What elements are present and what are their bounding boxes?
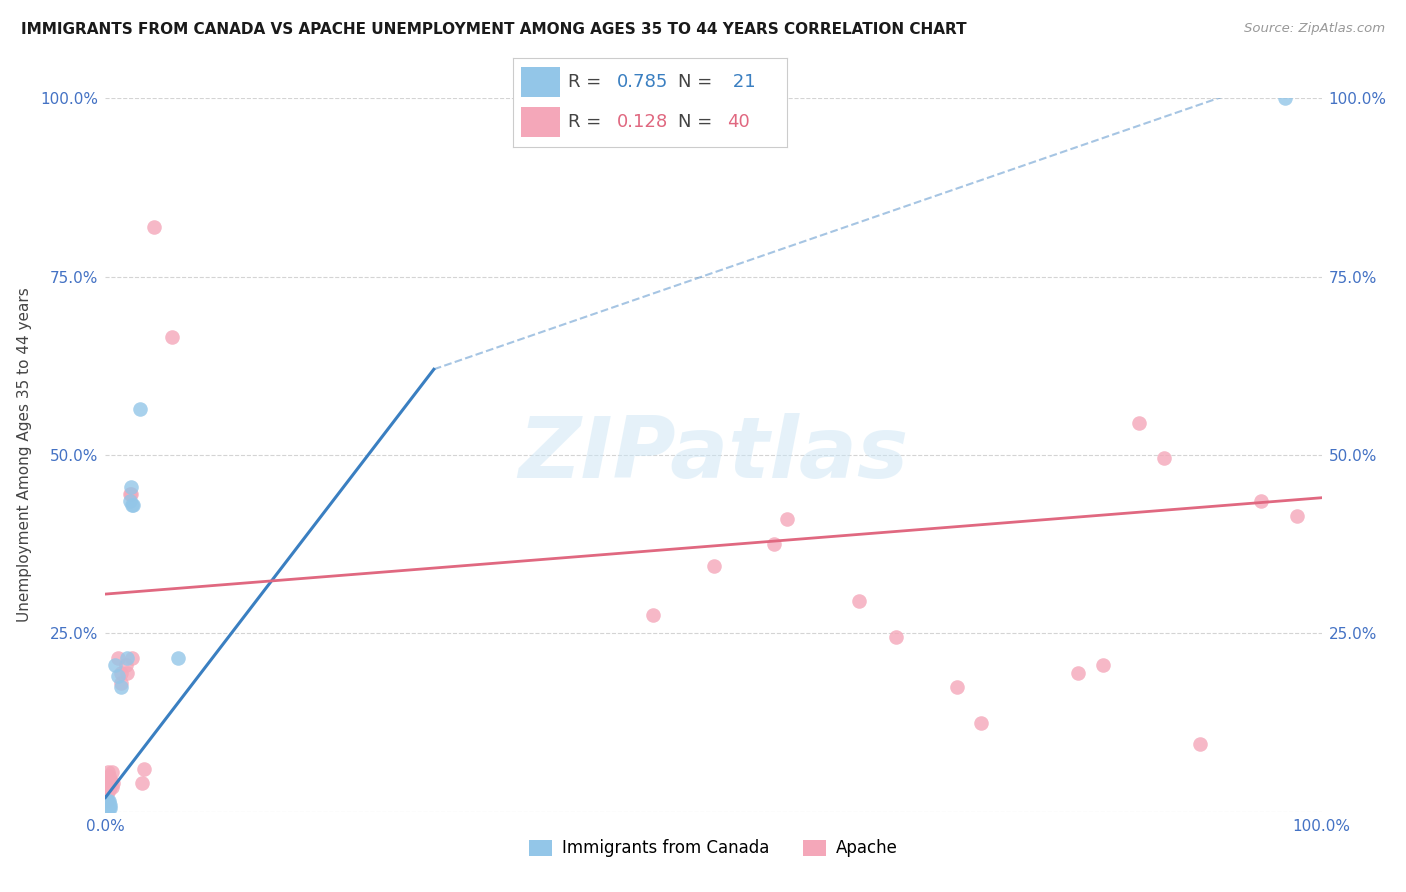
Point bbox=[120, 487, 142, 501]
Point bbox=[1250, 494, 1272, 508]
Point bbox=[1067, 665, 1090, 680]
Point bbox=[848, 594, 870, 608]
Point bbox=[120, 480, 142, 494]
Legend: Immigrants from Canada, Apache: Immigrants from Canada, Apache bbox=[522, 833, 905, 864]
Point bbox=[641, 608, 664, 623]
Point bbox=[96, 801, 118, 815]
Text: N =: N = bbox=[678, 113, 717, 131]
Point bbox=[1091, 658, 1114, 673]
Point bbox=[107, 651, 129, 665]
Point bbox=[96, 797, 118, 812]
Bar bbox=[522, 107, 560, 137]
Point bbox=[970, 715, 993, 730]
Point bbox=[98, 783, 121, 797]
Text: 40: 40 bbox=[727, 113, 749, 131]
Point bbox=[97, 776, 120, 790]
Point bbox=[763, 537, 786, 551]
Point bbox=[107, 669, 129, 683]
Point bbox=[702, 558, 725, 573]
Point bbox=[98, 772, 121, 787]
Point bbox=[884, 630, 907, 644]
Point bbox=[98, 794, 121, 808]
Text: 21: 21 bbox=[727, 73, 755, 91]
Point bbox=[167, 651, 190, 665]
Point bbox=[100, 765, 122, 780]
Point bbox=[1128, 416, 1150, 430]
Point bbox=[101, 776, 124, 790]
Point bbox=[96, 794, 118, 808]
Point bbox=[122, 498, 145, 512]
Point bbox=[98, 797, 121, 812]
Text: IMMIGRANTS FROM CANADA VS APACHE UNEMPLOYMENT AMONG AGES 35 TO 44 YEARS CORRELAT: IMMIGRANTS FROM CANADA VS APACHE UNEMPLO… bbox=[21, 22, 967, 37]
Point bbox=[100, 780, 122, 794]
Point bbox=[134, 762, 156, 776]
Point bbox=[97, 765, 120, 780]
Text: R =: R = bbox=[568, 113, 607, 131]
Point bbox=[98, 801, 121, 815]
Point bbox=[98, 776, 121, 790]
Point bbox=[131, 776, 153, 790]
Text: R =: R = bbox=[568, 73, 607, 91]
Point bbox=[96, 787, 118, 801]
Point bbox=[104, 658, 127, 673]
Point bbox=[945, 680, 967, 694]
Point bbox=[98, 769, 121, 783]
Point bbox=[97, 780, 120, 794]
Point bbox=[128, 401, 150, 416]
Text: Source: ZipAtlas.com: Source: ZipAtlas.com bbox=[1244, 22, 1385, 36]
Text: N =: N = bbox=[678, 73, 717, 91]
Point bbox=[1153, 451, 1175, 466]
Point bbox=[117, 651, 139, 665]
Point bbox=[118, 494, 141, 508]
Text: 0.785: 0.785 bbox=[617, 73, 669, 91]
Point bbox=[118, 487, 141, 501]
Point bbox=[1189, 737, 1212, 751]
Point bbox=[110, 680, 132, 694]
Text: ZIPatlas: ZIPatlas bbox=[519, 413, 908, 497]
Point bbox=[97, 797, 120, 812]
Point bbox=[1286, 508, 1309, 523]
Point bbox=[117, 665, 139, 680]
Point bbox=[98, 797, 121, 812]
Text: 0.128: 0.128 bbox=[617, 113, 669, 131]
Point bbox=[110, 665, 132, 680]
Point bbox=[97, 801, 120, 815]
Point bbox=[121, 651, 143, 665]
Y-axis label: Unemployment Among Ages 35 to 44 years: Unemployment Among Ages 35 to 44 years bbox=[17, 287, 32, 623]
Point bbox=[143, 219, 166, 234]
Bar bbox=[522, 67, 560, 97]
Point bbox=[1274, 91, 1296, 105]
Point bbox=[162, 330, 184, 344]
Point bbox=[110, 676, 132, 690]
Point bbox=[115, 658, 138, 673]
Point bbox=[98, 780, 121, 794]
Point bbox=[775, 512, 797, 526]
Point bbox=[121, 498, 143, 512]
Point bbox=[97, 794, 120, 808]
Point bbox=[98, 801, 121, 815]
